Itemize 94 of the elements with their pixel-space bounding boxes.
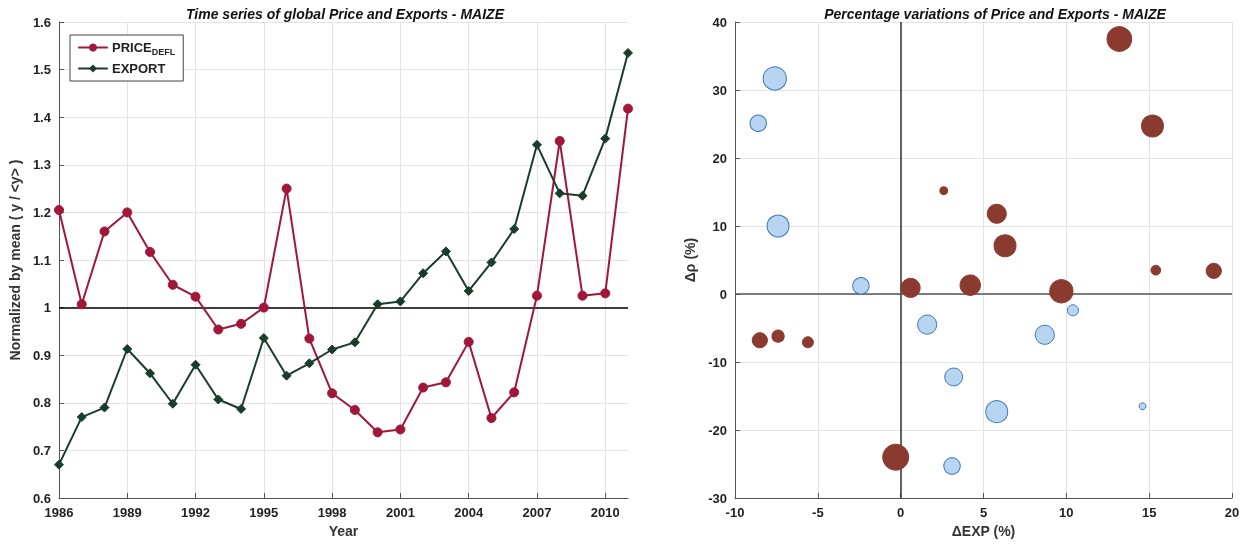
x-tick-label: 1998 [317,505,347,520]
y-tick-label: 1.5 [32,62,51,78]
point [213,324,224,335]
point [600,133,611,144]
point [554,188,565,199]
x-tick-label: 15 [1141,505,1157,520]
point [281,183,292,194]
point [327,344,338,355]
x-tick-label: 2007 [522,505,552,520]
point [418,382,429,393]
point [577,290,588,301]
chart-title: Time series of global Price and Exports - MAIZE [186,6,505,22]
point [509,387,520,398]
point [76,299,87,310]
point [304,358,315,369]
x-tick-label: 2001 [385,505,415,520]
y-tick-label: 1.3 [32,157,51,173]
x-tick-label: 10 [1059,505,1074,520]
point [258,302,269,313]
point [486,257,497,268]
point [190,291,201,302]
y-tick-label: 20 [712,150,727,166]
point [304,333,315,344]
y-tick-label: 30 [712,82,727,98]
point [281,370,292,381]
point [440,246,451,257]
x-tick-label: 1989 [112,505,142,520]
point [509,224,520,235]
y-tick-label: 1 [43,300,51,316]
y-tick-label: 10 [712,218,727,234]
point [486,413,497,424]
y-tick-label: -30 [708,490,727,506]
x-tick-label: -10 [725,505,745,520]
point [440,377,451,388]
x-tick-label: 20 [1224,505,1240,520]
point [145,368,156,379]
y-tick-label: 0 [719,286,727,302]
y-tick-label: 0.6 [32,490,51,506]
point [395,296,406,307]
point [190,359,201,370]
y-tick-label: 40 [712,14,727,30]
x-tick-label: 1995 [249,505,279,520]
point [463,285,474,296]
point [122,344,133,355]
point [372,299,383,310]
y-tick-label: 1.6 [32,14,51,30]
x-tick-label: 2004 [454,505,484,520]
point [531,290,542,301]
point [349,404,360,415]
point [145,246,156,257]
y-tick-label: 0.8 [32,395,51,411]
point [623,103,633,114]
point [236,318,247,329]
y-tick-label: 0.7 [32,442,51,458]
point [122,207,133,218]
y-tick-label: 1.4 [32,109,52,125]
point [463,336,474,347]
point [258,333,269,344]
point [236,403,247,414]
y-tick-label: -10 [708,354,727,370]
point [327,388,338,399]
point [395,424,406,435]
x-tick-label: 1992 [181,505,210,520]
x-tick-label: 2010 [590,505,620,520]
point [418,268,429,279]
y-tick-label: -20 [708,422,727,438]
x-tick-label: -5 [812,505,824,520]
point [349,337,360,348]
x-tick-label: 1986 [44,505,74,520]
point [531,139,542,150]
point [623,47,633,58]
y-axis-title: Normalized by mean ( y / <y> ) [7,159,23,361]
point [167,279,178,290]
x-tick-label: 5 [979,505,988,520]
y-tick-label: 1.2 [32,204,51,220]
point [76,412,87,423]
point [554,136,565,146]
x-tick-label: 0 [897,505,905,520]
y-tick-label: 0.9 [32,347,51,363]
point [372,427,383,438]
point [99,226,110,237]
point [167,398,178,409]
point [600,288,611,299]
chart-title: Percentage variations of Price and Exports - MAIZE [824,6,1167,22]
point [213,394,224,405]
y-axis-title: Δρ (%) [682,237,699,283]
point [577,190,588,201]
point [53,205,64,216]
y-tick-label: 1.1 [32,252,51,268]
legend-label: EXPORT [112,61,166,76]
point [99,402,110,413]
x-axis-title: ΔEXP (%) [951,522,1016,539]
point [53,459,64,470]
x-axis-title: Year [328,522,359,539]
